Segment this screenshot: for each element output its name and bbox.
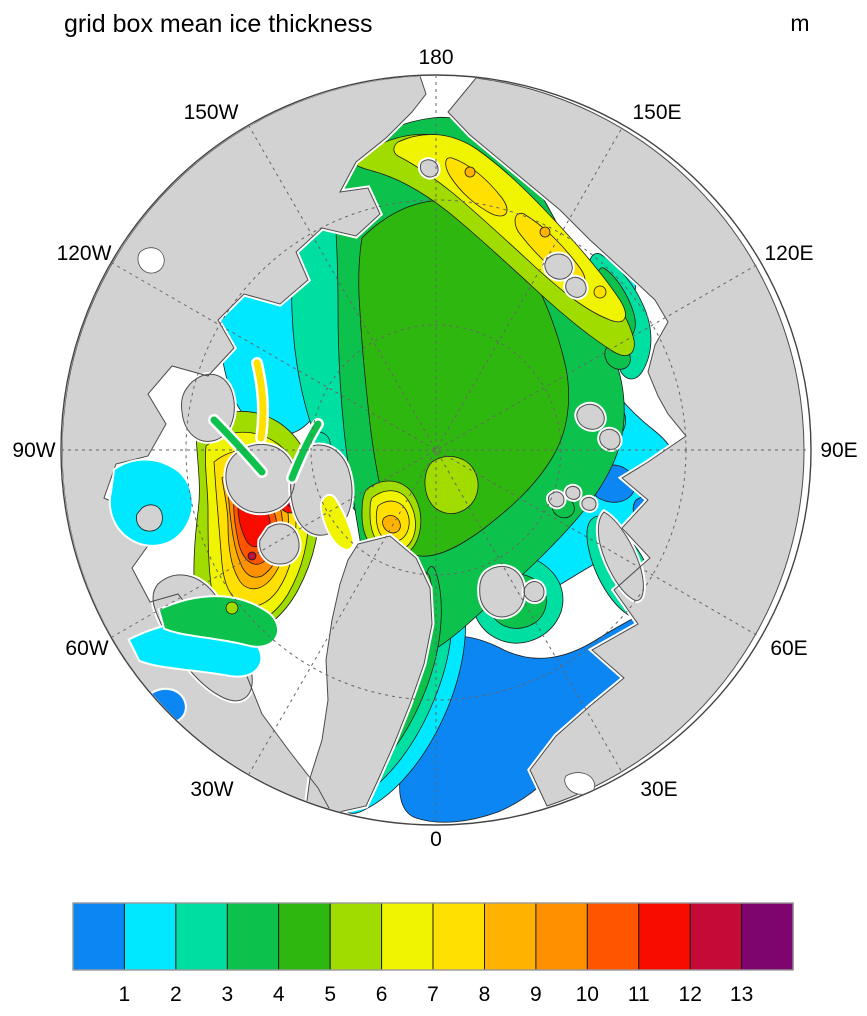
colorbar-segment — [123, 902, 177, 971]
colorbar-tick: 13 — [730, 983, 753, 1006]
archipelago-channel-green2 — [288, 420, 322, 482]
colorbar-tick: 7 — [427, 983, 439, 1006]
water-hudson-green — [157, 595, 280, 648]
canada-coastal-inlet — [137, 247, 165, 274]
colorbar-segment — [72, 902, 125, 971]
colorbar-tick: 12 — [679, 983, 702, 1006]
colorbar-segment — [432, 902, 485, 971]
colorbar-tick: 10 — [576, 983, 599, 1006]
lon-label-180: 180 — [418, 46, 453, 69]
colorbar-tick: 3 — [221, 983, 233, 1006]
graticule — [62, 76, 810, 824]
colorbar-frame — [72, 902, 794, 971]
colorbar-tick: 8 — [479, 983, 491, 1006]
lon-label-150w: 150W — [184, 101, 239, 124]
lon-label-30w: 30W — [190, 778, 233, 801]
graticule-line-60 — [248, 124, 624, 776]
water-nares-streak — [319, 493, 355, 551]
ice-blob-pole-oval — [424, 456, 479, 514]
graticule-line-120 — [248, 124, 624, 776]
lon-label-150e: 150E — [632, 101, 681, 124]
water-foxe-basin — [108, 458, 194, 547]
colorbar-segment — [638, 902, 691, 971]
lon-label-60e: 60E — [770, 637, 807, 660]
colorbar-segment — [484, 902, 537, 971]
colorbar-segment — [278, 902, 331, 971]
archipelago-channel-gold — [253, 359, 267, 442]
graticule-line-30 — [110, 262, 762, 638]
water-overlay-green — [157, 595, 280, 648]
water-overlay-yg — [225, 601, 239, 615]
colorbar-tick: 11 — [628, 983, 650, 1006]
units-label: m — [790, 10, 809, 36]
map-boundary-circle — [60, 74, 812, 826]
water-overlay-blue — [147, 687, 187, 725]
lon-label-60w: 60W — [65, 637, 108, 660]
ice-blob-siberian-gold1 — [445, 157, 508, 217]
colorbar-tick: 5 — [324, 983, 336, 1006]
colorbar-tick: 1 — [119, 983, 131, 1006]
colorbar-segment — [226, 902, 280, 971]
colorbar-segment — [689, 902, 743, 971]
lon-label-90w: 90W — [12, 439, 55, 462]
water-hudson-yg — [225, 601, 239, 615]
colorbar-tick: 2 — [170, 983, 182, 1006]
lon-label-30e: 30E — [640, 778, 677, 801]
colorbar-segment — [741, 902, 794, 971]
colorbar: 1 2 3 4 5 6 7 8 9 10 11 12 13 — [72, 902, 794, 1006]
channel-green — [210, 416, 322, 482]
graticule-line-150 — [110, 262, 762, 638]
colorbar-segment — [175, 902, 228, 971]
colorbar-tick: 6 — [376, 983, 388, 1006]
water-overlay-yellow — [319, 493, 355, 551]
lon-label-0: 0 — [430, 828, 442, 851]
lon-label-120w: 120W — [57, 242, 112, 265]
plot-title: grid box mean ice thickness — [64, 10, 372, 38]
water-labrador-blue — [147, 687, 187, 725]
ice-dot-siberian-gold3 — [593, 285, 607, 299]
ice-dot-siberian-orange1 — [464, 166, 476, 178]
colorbar-segment — [535, 902, 588, 971]
lon-label-90e: 90E — [820, 439, 857, 462]
ice-dot-siberian-orange2 — [539, 226, 551, 238]
colorbar-segment — [586, 902, 640, 971]
colorbar-tick: 4 — [273, 983, 285, 1006]
colorbar-segment — [329, 902, 383, 971]
colorbar-segment — [381, 902, 434, 971]
channel-gold — [253, 359, 267, 442]
archipelago-channel-green1 — [210, 416, 266, 476]
lon-label-120e: 120E — [764, 242, 813, 265]
colorbar-tick: 9 — [530, 983, 542, 1006]
